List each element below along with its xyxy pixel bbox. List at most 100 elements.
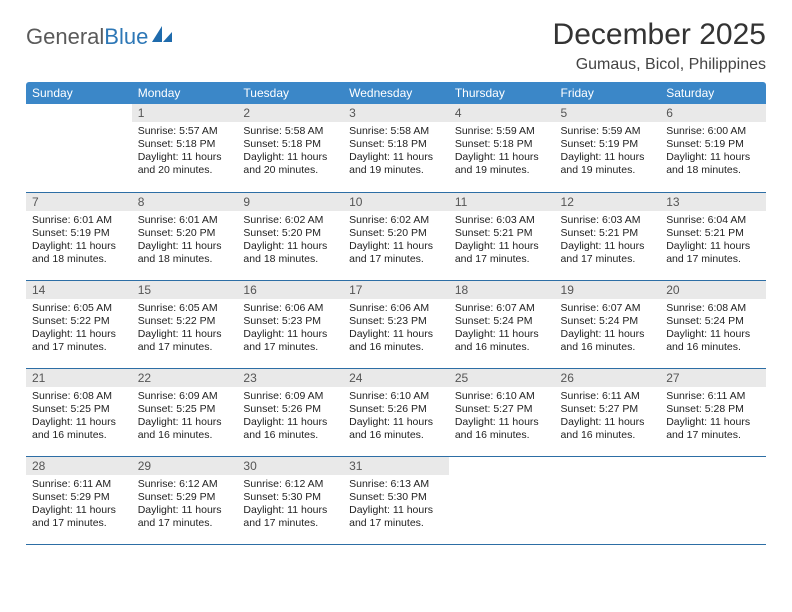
- calendar-row: 14Sunrise: 6:05 AMSunset: 5:22 PMDayligh…: [26, 280, 766, 368]
- day-details: Sunrise: 6:09 AMSunset: 5:26 PMDaylight:…: [237, 387, 343, 449]
- calendar-cell: 30Sunrise: 6:12 AMSunset: 5:30 PMDayligh…: [237, 456, 343, 544]
- calendar-cell: ..: [26, 104, 132, 192]
- calendar-cell: 9Sunrise: 6:02 AMSunset: 5:20 PMDaylight…: [237, 192, 343, 280]
- day-details: Sunrise: 6:02 AMSunset: 5:20 PMDaylight:…: [343, 211, 449, 273]
- day-number: 28: [26, 457, 132, 475]
- day-details: Sunrise: 5:57 AMSunset: 5:18 PMDaylight:…: [132, 122, 238, 184]
- calendar-cell: 3Sunrise: 5:58 AMSunset: 5:18 PMDaylight…: [343, 104, 449, 192]
- day-number: 1: [132, 104, 238, 122]
- header: GeneralBlue December 2025 Gumaus, Bicol,…: [26, 18, 766, 74]
- day-number: 18: [449, 281, 555, 299]
- day-number: 17: [343, 281, 449, 299]
- weekday-header: Monday: [132, 82, 238, 104]
- brand-logo: GeneralBlue: [26, 18, 174, 50]
- calendar-cell: ..: [555, 456, 661, 544]
- calendar-cell: 26Sunrise: 6:11 AMSunset: 5:27 PMDayligh…: [555, 368, 661, 456]
- day-details: Sunrise: 6:10 AMSunset: 5:26 PMDaylight:…: [343, 387, 449, 449]
- day-details: Sunrise: 6:01 AMSunset: 5:19 PMDaylight:…: [26, 211, 132, 273]
- calendar-row: 28Sunrise: 6:11 AMSunset: 5:29 PMDayligh…: [26, 456, 766, 544]
- day-number: 15: [132, 281, 238, 299]
- day-details: Sunrise: 6:05 AMSunset: 5:22 PMDaylight:…: [132, 299, 238, 361]
- day-details: Sunrise: 6:11 AMSunset: 5:28 PMDaylight:…: [660, 387, 766, 449]
- day-number: 26: [555, 369, 661, 387]
- calendar-cell: 11Sunrise: 6:03 AMSunset: 5:21 PMDayligh…: [449, 192, 555, 280]
- day-number: 21: [26, 369, 132, 387]
- calendar-cell: 12Sunrise: 6:03 AMSunset: 5:21 PMDayligh…: [555, 192, 661, 280]
- calendar-row: 21Sunrise: 6:08 AMSunset: 5:25 PMDayligh…: [26, 368, 766, 456]
- day-number: 16: [237, 281, 343, 299]
- day-number: 20: [660, 281, 766, 299]
- day-details: Sunrise: 5:58 AMSunset: 5:18 PMDaylight:…: [343, 122, 449, 184]
- calendar-cell: 25Sunrise: 6:10 AMSunset: 5:27 PMDayligh…: [449, 368, 555, 456]
- day-details: Sunrise: 5:59 AMSunset: 5:18 PMDaylight:…: [449, 122, 555, 184]
- calendar-cell: ..: [449, 456, 555, 544]
- day-details: Sunrise: 6:05 AMSunset: 5:22 PMDaylight:…: [26, 299, 132, 361]
- calendar-cell: 14Sunrise: 6:05 AMSunset: 5:22 PMDayligh…: [26, 280, 132, 368]
- day-number: 25: [449, 369, 555, 387]
- day-number: 7: [26, 193, 132, 211]
- day-details: Sunrise: 6:00 AMSunset: 5:19 PMDaylight:…: [660, 122, 766, 184]
- day-details: Sunrise: 6:12 AMSunset: 5:29 PMDaylight:…: [132, 475, 238, 537]
- weekday-header: Sunday: [26, 82, 132, 104]
- calendar-table: SundayMondayTuesdayWednesdayThursdayFrid…: [26, 82, 766, 545]
- weekday-header: Tuesday: [237, 82, 343, 104]
- day-details: Sunrise: 5:58 AMSunset: 5:18 PMDaylight:…: [237, 122, 343, 184]
- calendar-header: SundayMondayTuesdayWednesdayThursdayFrid…: [26, 82, 766, 104]
- calendar-cell: 19Sunrise: 6:07 AMSunset: 5:24 PMDayligh…: [555, 280, 661, 368]
- calendar-cell: 8Sunrise: 6:01 AMSunset: 5:20 PMDaylight…: [132, 192, 238, 280]
- day-number: 3: [343, 104, 449, 122]
- calendar-cell: 18Sunrise: 6:07 AMSunset: 5:24 PMDayligh…: [449, 280, 555, 368]
- day-details: Sunrise: 6:09 AMSunset: 5:25 PMDaylight:…: [132, 387, 238, 449]
- day-details: Sunrise: 6:03 AMSunset: 5:21 PMDaylight:…: [449, 211, 555, 273]
- calendar-cell: 31Sunrise: 6:13 AMSunset: 5:30 PMDayligh…: [343, 456, 449, 544]
- day-details: Sunrise: 6:08 AMSunset: 5:24 PMDaylight:…: [660, 299, 766, 361]
- calendar-cell: 21Sunrise: 6:08 AMSunset: 5:25 PMDayligh…: [26, 368, 132, 456]
- title-block: December 2025 Gumaus, Bicol, Philippines: [553, 18, 766, 74]
- day-number: 5: [555, 104, 661, 122]
- brand-name: GeneralBlue: [26, 24, 148, 50]
- day-number: 6: [660, 104, 766, 122]
- calendar-cell: 5Sunrise: 5:59 AMSunset: 5:19 PMDaylight…: [555, 104, 661, 192]
- day-details: Sunrise: 6:07 AMSunset: 5:24 PMDaylight:…: [555, 299, 661, 361]
- calendar-cell: 16Sunrise: 6:06 AMSunset: 5:23 PMDayligh…: [237, 280, 343, 368]
- day-number: 19: [555, 281, 661, 299]
- day-details: Sunrise: 5:59 AMSunset: 5:19 PMDaylight:…: [555, 122, 661, 184]
- day-number: 30: [237, 457, 343, 475]
- day-number: 24: [343, 369, 449, 387]
- calendar-cell: 15Sunrise: 6:05 AMSunset: 5:22 PMDayligh…: [132, 280, 238, 368]
- day-number: 11: [449, 193, 555, 211]
- day-number: 29: [132, 457, 238, 475]
- day-details: Sunrise: 6:12 AMSunset: 5:30 PMDaylight:…: [237, 475, 343, 537]
- day-details: Sunrise: 6:03 AMSunset: 5:21 PMDaylight:…: [555, 211, 661, 273]
- calendar-cell: 22Sunrise: 6:09 AMSunset: 5:25 PMDayligh…: [132, 368, 238, 456]
- calendar-cell: 7Sunrise: 6:01 AMSunset: 5:19 PMDaylight…: [26, 192, 132, 280]
- calendar-cell: 23Sunrise: 6:09 AMSunset: 5:26 PMDayligh…: [237, 368, 343, 456]
- brand-word-1: General: [26, 24, 104, 49]
- day-number: 9: [237, 193, 343, 211]
- location-text: Gumaus, Bicol, Philippines: [553, 56, 766, 74]
- day-number: 2: [237, 104, 343, 122]
- calendar-cell: 28Sunrise: 6:11 AMSunset: 5:29 PMDayligh…: [26, 456, 132, 544]
- calendar-cell: 24Sunrise: 6:10 AMSunset: 5:26 PMDayligh…: [343, 368, 449, 456]
- weekday-header: Thursday: [449, 82, 555, 104]
- day-details: Sunrise: 6:10 AMSunset: 5:27 PMDaylight:…: [449, 387, 555, 449]
- calendar-row: ..1Sunrise: 5:57 AMSunset: 5:18 PMDaylig…: [26, 104, 766, 192]
- calendar-cell: 17Sunrise: 6:06 AMSunset: 5:23 PMDayligh…: [343, 280, 449, 368]
- day-number: 23: [237, 369, 343, 387]
- weekday-header: Saturday: [660, 82, 766, 104]
- calendar-cell: 2Sunrise: 5:58 AMSunset: 5:18 PMDaylight…: [237, 104, 343, 192]
- day-details: Sunrise: 6:08 AMSunset: 5:25 PMDaylight:…: [26, 387, 132, 449]
- day-details: Sunrise: 6:13 AMSunset: 5:30 PMDaylight:…: [343, 475, 449, 537]
- calendar-cell: 1Sunrise: 5:57 AMSunset: 5:18 PMDaylight…: [132, 104, 238, 192]
- day-number: 8: [132, 193, 238, 211]
- sail-icon: [150, 24, 174, 46]
- day-number: 27: [660, 369, 766, 387]
- day-number: 31: [343, 457, 449, 475]
- day-details: Sunrise: 6:07 AMSunset: 5:24 PMDaylight:…: [449, 299, 555, 361]
- calendar-body: ..1Sunrise: 5:57 AMSunset: 5:18 PMDaylig…: [26, 104, 766, 544]
- day-number: 22: [132, 369, 238, 387]
- calendar-cell: 29Sunrise: 6:12 AMSunset: 5:29 PMDayligh…: [132, 456, 238, 544]
- calendar-cell: 20Sunrise: 6:08 AMSunset: 5:24 PMDayligh…: [660, 280, 766, 368]
- weekday-header: Friday: [555, 82, 661, 104]
- day-details: Sunrise: 6:04 AMSunset: 5:21 PMDaylight:…: [660, 211, 766, 273]
